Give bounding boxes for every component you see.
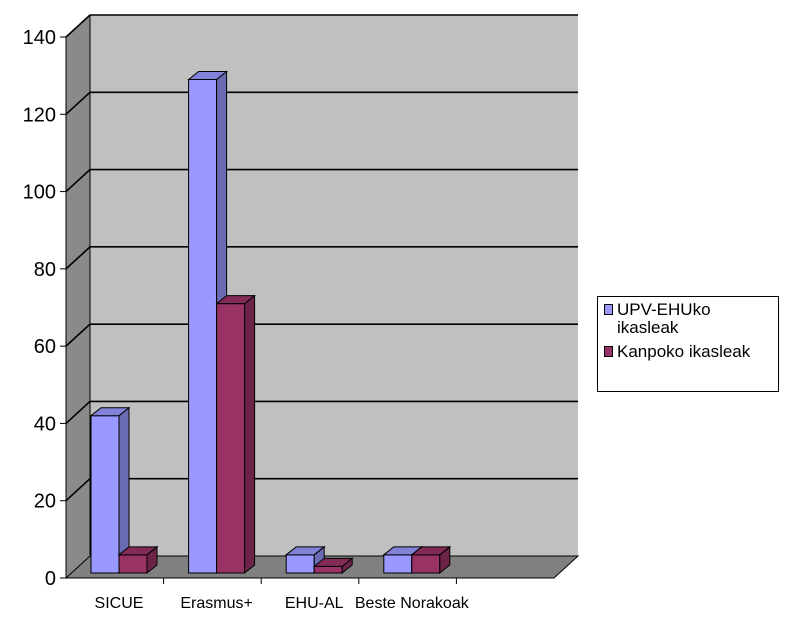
- back-wall: [90, 15, 578, 556]
- x-tick-label: Beste Norakoak: [355, 595, 470, 612]
- bar-front: [383, 554, 413, 574]
- bar-front: [118, 554, 148, 574]
- legend-label-kanpoko: Kanpoko ikasleak: [617, 342, 751, 361]
- x-tick-label: EHU-AL: [285, 595, 344, 612]
- x-tick-label: Erasmus+: [180, 595, 252, 612]
- bar-front: [188, 79, 218, 574]
- bar-front: [313, 565, 343, 574]
- bar-top: [89, 407, 131, 417]
- bar-front: [90, 415, 120, 574]
- legend: UPV-EHUko ikasleak Kanpoko ikasleak: [597, 296, 779, 392]
- legend-item-upv-ehu: UPV-EHUko ikasleak: [604, 301, 774, 337]
- y-tick-label: 20: [34, 491, 56, 513]
- bar-front: [216, 303, 246, 574]
- legend-label-upv-ehu: UPV-EHUko ikasleak: [617, 300, 711, 337]
- bar-front: [285, 554, 315, 574]
- y-tick-label: 0: [45, 568, 56, 590]
- x-tick-label: SICUE: [95, 595, 144, 612]
- bar-front: [411, 554, 441, 574]
- bar-top: [410, 546, 452, 556]
- y-tick-label: 80: [34, 259, 56, 281]
- y-tick-label: 100: [23, 182, 56, 204]
- bar-top: [284, 546, 326, 556]
- bar-top: [312, 557, 354, 567]
- y-tick-label: 120: [23, 104, 56, 126]
- bar-top: [117, 546, 159, 556]
- legend-swatch-kanpoko: [604, 346, 613, 357]
- bar-side: [244, 294, 256, 575]
- legend-swatch-upv-ehu: [604, 304, 613, 315]
- y-tick-label: 40: [34, 413, 56, 435]
- y-tick-label: 140: [23, 27, 56, 49]
- y-tick-label: 60: [34, 336, 56, 358]
- legend-item-kanpoko: Kanpoko ikasleak: [604, 343, 774, 361]
- bar-top: [187, 71, 229, 81]
- side-wall: [66, 15, 90, 578]
- bar-top: [215, 295, 257, 305]
